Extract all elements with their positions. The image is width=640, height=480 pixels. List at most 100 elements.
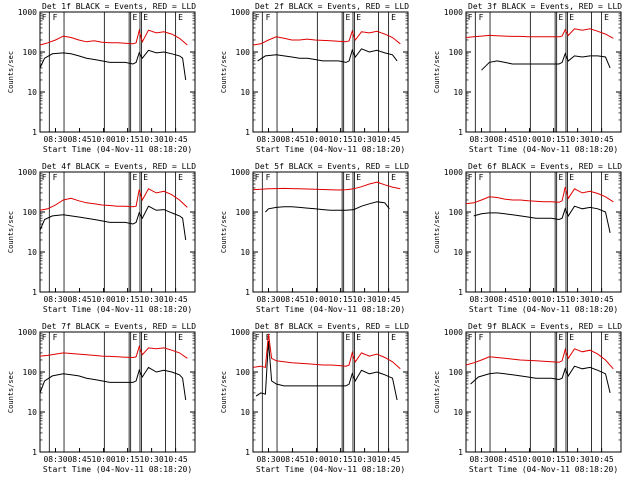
- panel-title: Det 7f BLACK = Events, RED = LLD: [42, 322, 196, 331]
- x-tick-label: 10:15: [116, 295, 140, 304]
- series-lld-line: [465, 28, 614, 39]
- y-tick-label: 1: [32, 128, 37, 137]
- x-tick-label: 08:45: [280, 135, 304, 144]
- y-tick-label: 1: [458, 128, 463, 137]
- series-events-line: [39, 366, 187, 401]
- x-axis-label: Start Time (04-Nov-11 08:18:20): [256, 145, 405, 154]
- y-axis-label: Counts/sec: [7, 51, 15, 93]
- interval-marker: E: [178, 333, 183, 342]
- interval-marker: E: [356, 13, 361, 22]
- x-tick-label: 10:45: [164, 295, 188, 304]
- interval-marker: E: [345, 13, 350, 22]
- plot-frame: [39, 11, 196, 133]
- x-tick-label: 10:45: [164, 135, 188, 144]
- x-tick-label: 10:45: [377, 295, 401, 304]
- interval-marker: F: [42, 13, 47, 22]
- y-axis-label: Counts/sec: [220, 51, 228, 93]
- interval-marker: F: [479, 333, 484, 342]
- y-tick-label: 10: [27, 248, 37, 257]
- interval-marker: E: [391, 333, 396, 342]
- y-tick-label: 1000: [18, 328, 37, 337]
- x-tick-label: 10:45: [164, 455, 188, 464]
- x-tick-label: 08:30: [256, 455, 280, 464]
- y-tick-label: 100: [23, 368, 38, 377]
- series-lld-line: [252, 29, 401, 46]
- plot-frame: [465, 171, 622, 293]
- y-axis-label: Counts/sec: [433, 371, 441, 413]
- x-tick-label: 08:30: [43, 135, 67, 144]
- y-tick-label: 10: [27, 88, 37, 97]
- x-tick-label: 10:30: [566, 295, 590, 304]
- y-tick-label: 100: [449, 368, 464, 377]
- x-tick-label: 10:15: [542, 135, 566, 144]
- interval-marker: E: [132, 13, 137, 22]
- x-tick-label: 10:00: [92, 135, 116, 144]
- x-tick-label: 10:15: [542, 455, 566, 464]
- interval-marker: F: [255, 173, 260, 182]
- y-tick-label: 100: [236, 48, 251, 57]
- series-events-line: [473, 205, 611, 234]
- x-tick-label: 08:45: [493, 135, 517, 144]
- y-tick-label: 10: [453, 248, 463, 257]
- interval-marker: E: [569, 333, 574, 342]
- series-events-line: [481, 52, 611, 71]
- y-tick-label: 10: [240, 408, 250, 417]
- y-tick-label: 10: [27, 408, 37, 417]
- panel-title: Det 1f BLACK = Events, RED = LLD: [42, 2, 196, 11]
- panel-title: Det 5f BLACK = Events, RED = LLD: [255, 162, 409, 171]
- x-tick-label: 10:45: [590, 135, 614, 144]
- interval-marker: E: [391, 13, 396, 22]
- interval-marker: F: [53, 173, 58, 182]
- plot-frame: [465, 11, 622, 133]
- x-tick-label: 10:30: [353, 295, 377, 304]
- y-tick-label: 1: [245, 128, 250, 137]
- interval-marker: E: [391, 173, 396, 182]
- series-events-line: [265, 201, 390, 213]
- interval-marker: F: [468, 173, 473, 182]
- y-tick-label: 100: [236, 368, 251, 377]
- interval-marker: F: [266, 173, 271, 182]
- series-lld-line: [39, 188, 188, 211]
- panel-title: Det 8f BLACK = Events, RED = LLD: [255, 322, 409, 331]
- series-events-line: [39, 205, 187, 241]
- series-lld-line: [465, 186, 614, 205]
- y-axis-label: Counts/sec: [7, 371, 15, 413]
- interval-marker: F: [53, 13, 58, 22]
- x-tick-label: 10:45: [377, 135, 401, 144]
- series-lld-line: [252, 181, 401, 191]
- interval-marker: E: [569, 173, 574, 182]
- y-tick-label: 1: [245, 288, 250, 297]
- y-tick-label: 100: [449, 48, 464, 57]
- x-tick-label: 08:30: [43, 295, 67, 304]
- panel-title: Det 2f BLACK = Events, RED = LLD: [255, 2, 409, 11]
- x-axis-label: Start Time (04-Nov-11 08:18:20): [469, 145, 618, 154]
- x-tick-label: 10:30: [353, 135, 377, 144]
- x-tick-label: 10:15: [329, 455, 353, 464]
- interval-marker: E: [356, 173, 361, 182]
- x-tick-label: 08:45: [280, 295, 304, 304]
- x-tick-label: 10:30: [140, 295, 164, 304]
- x-tick-label: 08:45: [67, 135, 91, 144]
- x-tick-label: 10:00: [305, 135, 329, 144]
- x-tick-label: 10:30: [140, 455, 164, 464]
- y-tick-label: 1000: [444, 328, 463, 337]
- interval-marker: E: [604, 333, 609, 342]
- y-tick-label: 1000: [231, 8, 250, 17]
- y-axis-label: Counts/sec: [220, 371, 228, 413]
- plot-frame: [252, 11, 409, 133]
- x-tick-label: 10:15: [329, 295, 353, 304]
- y-tick-label: 10: [240, 248, 250, 257]
- interval-marker: F: [255, 333, 260, 342]
- interval-marker: E: [143, 173, 148, 182]
- interval-marker: F: [42, 333, 47, 342]
- x-tick-label: 08:45: [67, 455, 91, 464]
- interval-marker: F: [266, 13, 271, 22]
- plot-frame: [465, 331, 622, 453]
- y-axis-label: Counts/sec: [220, 211, 228, 253]
- interval-marker: E: [558, 13, 563, 22]
